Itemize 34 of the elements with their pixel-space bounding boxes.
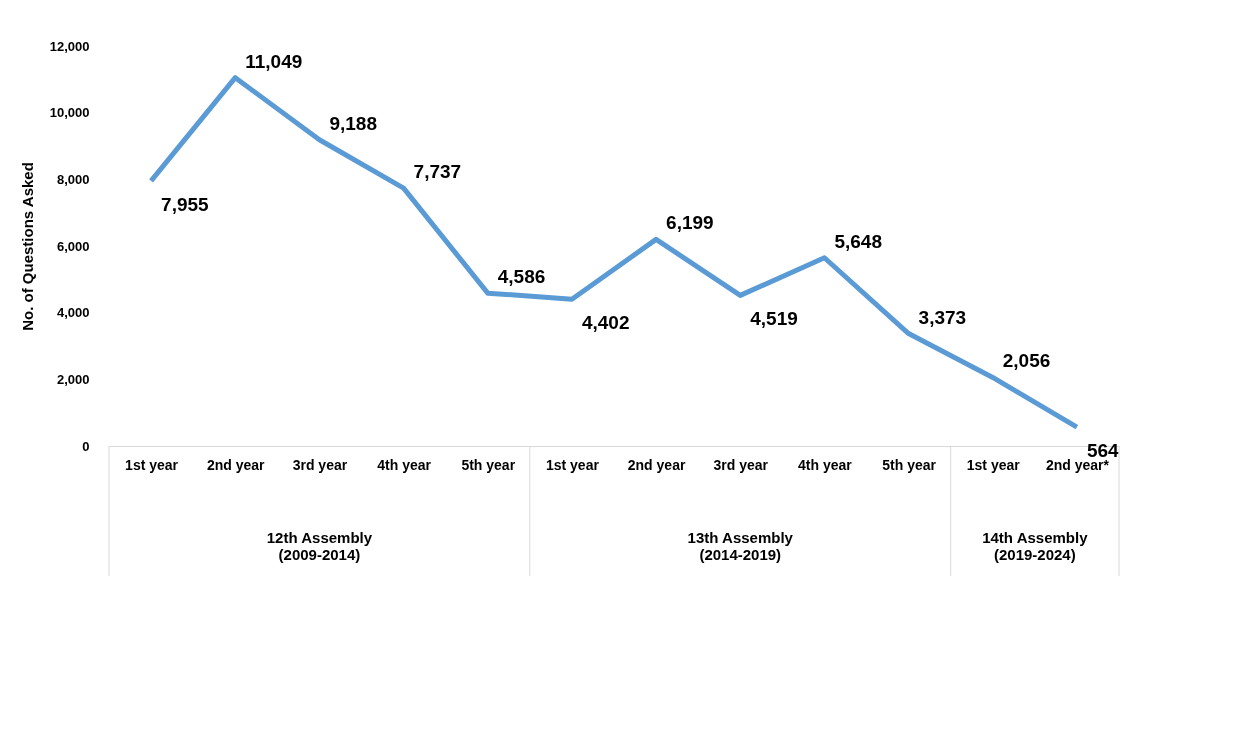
x-tick-label: 1st year xyxy=(545,456,600,473)
data-label: 7,955 xyxy=(161,193,210,215)
y-tick-label: 6,000 xyxy=(56,238,90,254)
text: 14th Assembly (2019-2024) xyxy=(982,529,1089,563)
data-label: 11,049 xyxy=(245,50,303,72)
data-label: 4,519 xyxy=(750,308,798,330)
x-tick-label: 3rd year xyxy=(713,456,769,473)
data-label: 3,373 xyxy=(918,306,967,328)
text: 12th Assembly (2009-2014) xyxy=(266,529,373,563)
text: 13th Assembly (2014-2019) xyxy=(687,529,794,563)
y-tick-label: 2,000 xyxy=(56,371,90,387)
data-label: 5,648 xyxy=(834,230,882,252)
y-axis-title: No. of Questions Asked xyxy=(18,162,36,331)
x-tick-label: 5th year xyxy=(882,456,937,473)
data-label: 2,056 xyxy=(1002,350,1051,372)
x-tick-label: 1st year xyxy=(125,456,179,473)
x-tick-label: 5th year xyxy=(461,456,516,473)
y-tick-label: 10,000 xyxy=(49,105,90,121)
x-tick-label: 2nd year* xyxy=(1045,456,1110,473)
y-tick-label: 12,000 xyxy=(49,38,90,54)
y-tick-label: 0 xyxy=(82,438,90,454)
x-tick-label: 2nd year xyxy=(206,456,266,473)
x-tick-label: 3rd year xyxy=(292,456,348,473)
x-tick-label: 4th year xyxy=(377,456,432,473)
x-tick-label: 4th year xyxy=(798,456,853,473)
data-label: 4,402 xyxy=(581,312,630,334)
data-label: 4,586 xyxy=(497,266,546,288)
x-tick-label: 2nd year xyxy=(627,456,686,473)
data-label: 9,188 xyxy=(329,112,377,134)
x-tick-label: 1st year xyxy=(966,456,1021,473)
data-label: 6,199 xyxy=(666,212,714,234)
y-tick-label: 8,000 xyxy=(56,171,90,187)
y-tick-label: 4,000 xyxy=(56,305,90,321)
data-label: 7,737 xyxy=(413,161,462,183)
